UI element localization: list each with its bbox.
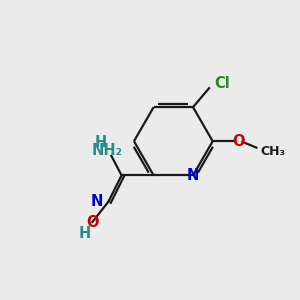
Text: H: H [94, 135, 107, 150]
Text: O: O [233, 134, 245, 149]
Text: N: N [91, 194, 103, 208]
Text: Cl: Cl [214, 76, 230, 91]
Text: NH₂: NH₂ [92, 143, 122, 158]
Text: H: H [79, 226, 91, 241]
Text: N: N [187, 168, 199, 183]
Text: O: O [86, 214, 99, 230]
Text: CH₃: CH₃ [261, 145, 286, 158]
